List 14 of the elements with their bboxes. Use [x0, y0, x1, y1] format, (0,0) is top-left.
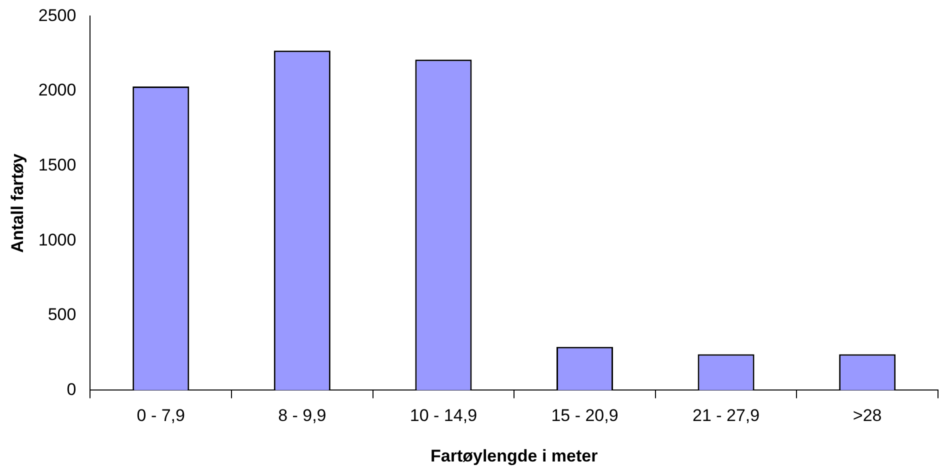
y-tick-label: 1500 [38, 155, 76, 174]
y-tick-label: 1000 [38, 230, 76, 250]
y-axis-title: Antall fartøy [8, 153, 27, 253]
x-tick-label: >28 [852, 406, 882, 426]
y-tick-label: 2500 [38, 6, 76, 25]
y-tick-label: 2000 [38, 80, 76, 100]
x-tick-label: 8 - 9,9 [278, 406, 326, 426]
x-tick-label: 21 - 27,9 [692, 406, 760, 426]
y-tick-label: 0 [66, 380, 76, 399]
x-tick-label: 0 - 7,9 [136, 406, 185, 426]
y-tick-label: 500 [48, 305, 76, 324]
x-tick-label: 10 - 14,9 [410, 406, 478, 426]
x-axis-title: Fartøylengde i meter [430, 446, 598, 466]
x-tick-label: 15 - 20,9 [551, 406, 618, 426]
